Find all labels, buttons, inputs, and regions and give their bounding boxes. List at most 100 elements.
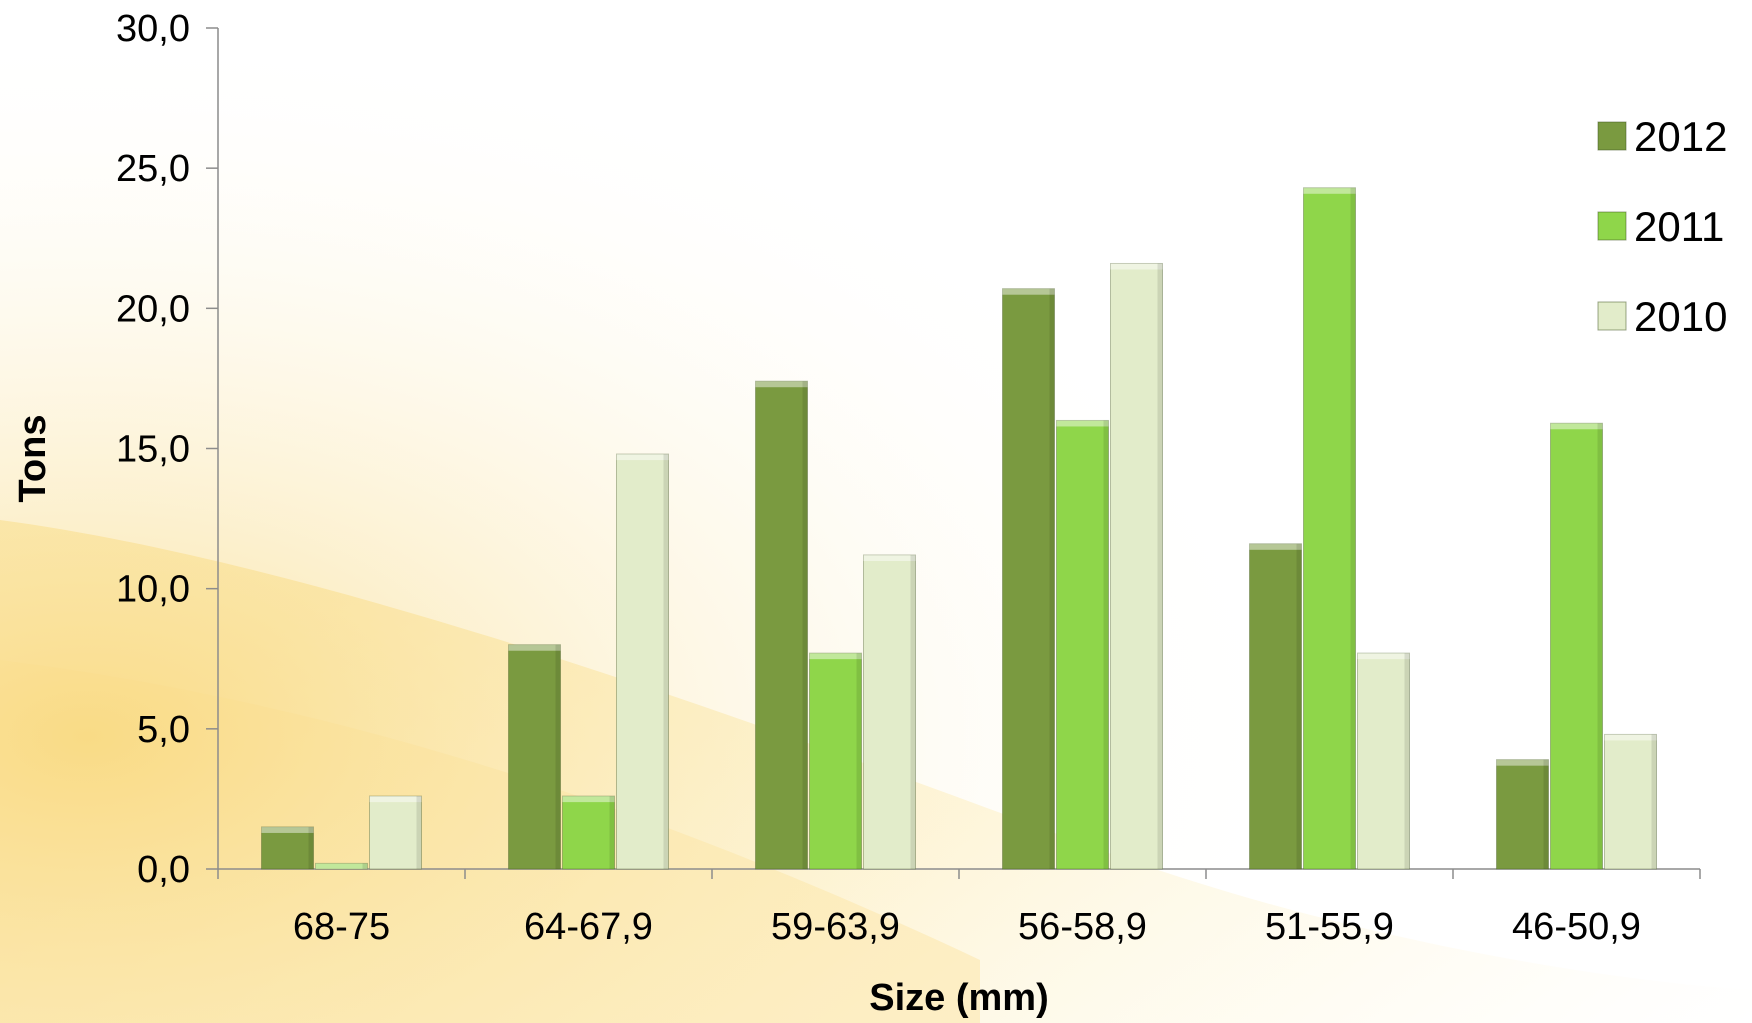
bar-shade [1597,423,1603,869]
x-tick-label: 68-75 [293,906,390,948]
bar-shade [802,381,808,869]
bar [1604,733,1657,870]
bar-2012-68-75 [261,826,314,870]
bar [1550,422,1603,870]
bar-highlight [562,796,615,803]
legend-label: 2011 [1634,203,1724,250]
bar [1303,187,1356,870]
bar [1002,288,1055,870]
legend-swatch [1597,121,1627,151]
bar [369,795,422,870]
y-axis: 0,0 5,0 10,0 15,0 20,0 25,0 30,0 [116,8,219,891]
x-tick-label: 64-67,9 [524,906,653,948]
legend-label: 2010 [1634,293,1727,340]
bar-shade [1404,653,1410,869]
bar-shade [1350,187,1356,870]
legend-swatch [1597,301,1627,331]
bar-shade [1157,263,1163,870]
y-tick-label: 20,0 [116,288,190,330]
bar [616,453,669,870]
x-axis-title: Size (mm) [869,977,1048,1019]
bar-2010-68-75 [369,795,422,870]
y-tick-label: 5,0 [137,709,190,751]
bar [1249,543,1302,870]
bar [863,554,916,870]
bar-shade [1049,288,1055,870]
bar-shade [1103,420,1109,869]
bar [1110,262,1163,870]
y-tick-label: 25,0 [116,148,190,190]
bar-highlight [863,555,916,562]
x-axis: 68-75 64-67,9 59-63,9 56-58,9 51-55,9 46-50,9 [217,868,1701,948]
bar-2012-64-67,9 [508,644,561,870]
bar [1357,652,1410,870]
x-tick-label: 46-50,9 [1512,906,1641,948]
bar-highlight [1357,653,1410,660]
bar-2010-56-58,9 [1110,262,1163,870]
bar-shade [663,454,669,869]
bar-highlight [755,381,808,388]
bar-shade [609,796,615,869]
bar-shade [1651,734,1657,869]
bar-2011-64-67,9 [562,795,615,870]
bar-highlight [1110,263,1163,270]
y-tick-label: 30,0 [116,8,190,50]
bar-2011-56-58,9 [1056,419,1109,870]
legend: 2012 2011 2010 [1597,113,1727,340]
bar-highlight [1002,288,1055,295]
bar-2011-46-50,9 [1550,422,1603,870]
y-axis-title: Tons [12,415,54,503]
y-tick-label: 0,0 [137,849,190,891]
bar-shade [856,653,862,869]
bar-highlight [261,826,314,833]
bar-2012-51-55,9 [1249,543,1302,870]
bar [755,380,808,870]
bar-highlight [1303,187,1356,194]
bar [261,826,314,870]
bar-2012-59-63,9 [755,380,808,870]
bar-shade [910,555,916,869]
bar-highlight [616,454,669,461]
bar [562,795,615,870]
bar-highlight [1249,543,1302,550]
legend-label: 2012 [1634,113,1727,160]
bar-highlight [809,653,862,660]
x-tick-label: 59-63,9 [771,906,900,948]
bar-2010-46-50,9 [1604,733,1657,870]
bar [809,652,862,870]
bar-2010-64-67,9 [616,453,669,870]
legend-item-2011: 2011 [1597,203,1724,250]
bar-shade [308,826,314,869]
legend-item-2012: 2012 [1597,113,1727,160]
bar-highlight [1550,423,1603,430]
axis-titles: Size (mm) Tons [12,415,1049,1019]
bar-highlight [1056,420,1109,427]
bar-highlight [1604,734,1657,741]
bar-2012-56-58,9 [1002,288,1055,870]
bar-shade [416,796,422,869]
bar [1496,759,1549,870]
bar-highlight [508,644,561,651]
x-tick-label: 56-58,9 [1018,906,1147,948]
bar-2010-59-63,9 [863,554,916,870]
bar [315,862,368,870]
bar [508,644,561,870]
bar-shade [1543,759,1549,869]
bar-2012-46-50,9 [1496,759,1549,870]
bar-2011-51-55,9 [1303,187,1356,870]
y-tick-label: 10,0 [116,569,190,611]
bar-highlight [315,863,368,869]
bars-layer [261,187,1657,870]
bar-highlight [369,796,422,803]
bar-2011-68-75 [315,862,368,870]
bar-2011-59-63,9 [809,652,862,870]
legend-item-2010: 2010 [1597,293,1727,340]
legend-swatch [1597,211,1627,241]
bar-shade [362,863,368,869]
bar-highlight [1496,759,1549,766]
bar-2010-51-55,9 [1357,652,1410,870]
bar-shade [1296,543,1302,869]
y-tick-label: 15,0 [116,429,190,471]
